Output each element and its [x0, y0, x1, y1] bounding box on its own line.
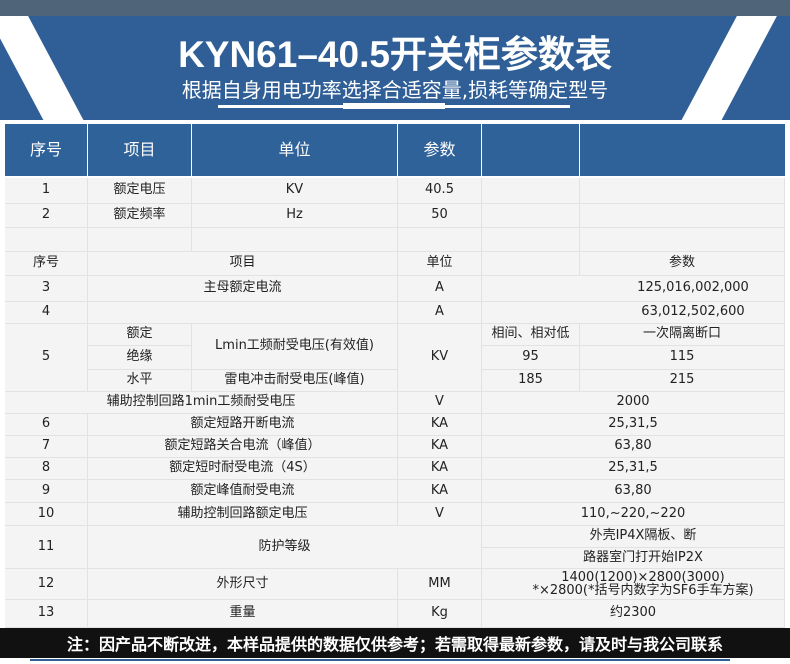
cell-unit: KA	[398, 436, 482, 458]
cell-empty	[398, 228, 482, 252]
cell-value: 95	[482, 346, 580, 370]
parameter-table: 序号 项目 单位 参数 1 额定电压 KV 40.5 2 额定频率 Hz 50 …	[0, 120, 790, 630]
cell-value: 215	[580, 370, 785, 392]
cell-no: 1	[5, 178, 88, 204]
cell-unit: KA	[398, 480, 482, 503]
cell-item: 主母额定电流	[88, 276, 398, 302]
cell-empty	[88, 228, 192, 252]
cell-no: 5	[5, 324, 88, 392]
cell-item: 额定频率	[88, 204, 192, 228]
cell-item: 额定电压	[88, 178, 192, 204]
page-subtitle: 根据自身用电功率选择合适容量,损耗等确定型号	[181, 78, 609, 102]
cell-empty	[482, 204, 580, 228]
cell-group: 额定	[88, 324, 192, 346]
cell-empty	[482, 228, 580, 252]
cell-item: 辅助控制回路1min工频耐受电压	[5, 392, 398, 414]
header-param: 参数	[398, 124, 482, 176]
cell-empty	[192, 228, 398, 252]
cell-no: 13	[5, 600, 88, 628]
subheader-item: 项目	[88, 252, 398, 276]
cell-value: 50	[398, 204, 482, 228]
cell-unit: A	[398, 302, 482, 324]
cell-value: 125,016,002,000	[482, 276, 785, 302]
cell-unit: A	[398, 276, 482, 302]
cell-empty	[88, 302, 398, 324]
subheader-unit: 单位	[398, 252, 482, 276]
cell-value: 185	[482, 370, 580, 392]
cell-value: 110,~220,~220	[482, 503, 785, 526]
header-empty	[482, 124, 580, 176]
dimension-line: 1400(1200)×2800(3000)	[561, 570, 725, 585]
cell-no: 8	[5, 458, 88, 480]
cell-no: 9	[5, 480, 88, 503]
cell-value: 63,80	[482, 480, 785, 503]
top-bar	[0, 0, 790, 16]
cell-item: 额定短时耐受电流（4S）	[88, 458, 398, 480]
page-title: KYN61–40.5开关柜参数表	[178, 34, 612, 75]
footer-divider	[30, 659, 730, 661]
cell-subheader: 一次隔离断口	[580, 324, 785, 346]
cell-item: 外形尺寸	[88, 569, 398, 600]
cell-unit: MM	[398, 569, 482, 600]
cell-value: 外壳IP4X隔板、断	[482, 526, 785, 548]
subheader-no: 序号	[5, 252, 88, 276]
dimension-note: *×2800(*括号内数字为SF6手车方案)	[532, 583, 754, 598]
cell-empty	[5, 228, 88, 252]
cell-no: 4	[5, 302, 88, 324]
cell-value: 1400(1200)×2800(3000) *×2800(*括号内数字为SF6手…	[482, 569, 785, 600]
cell-value: 115	[580, 346, 785, 370]
cell-item: 辅助控制回路额定电压	[88, 503, 398, 526]
subheader-param: 参数	[580, 252, 785, 276]
cell-empty	[580, 204, 785, 228]
cell-unit: KV	[192, 178, 398, 204]
cell-item: 防护等级	[88, 526, 482, 569]
cell-value: 25,31,5	[482, 414, 785, 436]
cell-empty	[482, 178, 580, 204]
divider-accent	[343, 103, 445, 109]
cell-group: 绝缘	[88, 346, 192, 370]
cell-value: 63,80	[482, 436, 785, 458]
cell-empty	[482, 252, 580, 276]
cell-no: 7	[5, 436, 88, 458]
title-banner: KYN61–40.5开关柜参数表 根据自身用电功率选择合适容量,损耗等确定型号	[0, 16, 790, 120]
cell-no: 2	[5, 204, 88, 228]
cell-unit: KA	[398, 414, 482, 436]
cell-unit: V	[398, 392, 482, 414]
cell-no: 6	[5, 414, 88, 436]
cell-empty	[580, 228, 785, 252]
cell-value: 路器室门打开始IP2X	[482, 548, 785, 569]
cell-subheader: 相间、相对低	[482, 324, 580, 346]
header-item: 项目	[88, 124, 192, 176]
cell-value: 2000	[482, 392, 785, 414]
header-empty	[580, 124, 785, 176]
footer-note: 注：因产品不断改进，本样品提供的数据仅供参考；若需取得最新参数，请及时与我公司联…	[0, 628, 790, 658]
header-unit: 单位	[192, 124, 398, 176]
cell-unit: Kg	[398, 600, 482, 628]
cell-unit: V	[398, 503, 482, 526]
cell-no: 11	[5, 526, 88, 569]
cell-item: 重量	[88, 600, 398, 628]
cell-item: 额定短路关合电流（峰值）	[88, 436, 398, 458]
cell-item: 额定短路开断电流	[88, 414, 398, 436]
cell-value: 25,31,5	[482, 458, 785, 480]
cell-no: 3	[5, 276, 88, 302]
cell-item: 额定峰值耐受电流	[88, 480, 398, 503]
cell-value: 63,012,502,600	[482, 302, 785, 324]
cell-group: 水平	[88, 370, 192, 392]
cell-item: 雷电冲击耐受电压(峰值)	[192, 370, 398, 392]
cell-value: 约2300	[482, 600, 785, 628]
cell-item: Lmin工频耐受电压(有效值)	[192, 324, 398, 370]
cell-unit: KA	[398, 458, 482, 480]
header-no: 序号	[5, 124, 88, 176]
cell-no: 12	[5, 569, 88, 600]
cell-unit: Hz	[192, 204, 398, 228]
cell-empty	[580, 178, 785, 204]
cell-unit: KV	[398, 324, 482, 392]
cell-value: 40.5	[398, 178, 482, 204]
cell-no: 10	[5, 503, 88, 526]
